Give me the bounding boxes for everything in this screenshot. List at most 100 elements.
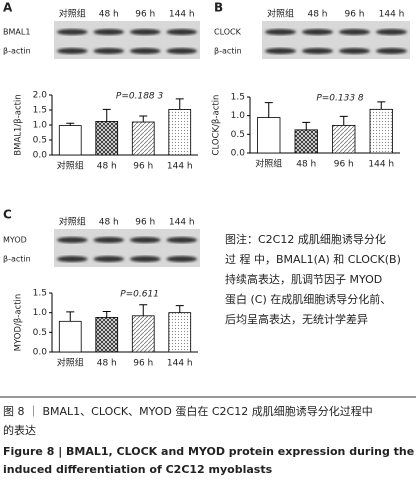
x-tick-label: 对照组 [57, 160, 84, 172]
row-label: β-actin [214, 47, 242, 56]
row-label: CLOCK [214, 28, 242, 37]
band [338, 29, 371, 35]
band [301, 29, 334, 35]
y-tick-label: 1.5 [33, 106, 47, 116]
error-bar [66, 122, 75, 126]
band [129, 237, 161, 243]
caption-en: induced differentiation of C2C12 myoblas… [3, 463, 273, 476]
band [301, 48, 334, 54]
y-tick-label: 0.0 [231, 149, 246, 159]
error-bar [175, 305, 184, 313]
bar [58, 320, 82, 353]
band [129, 256, 161, 262]
note-line: 蛋白 (C) 在成肌细胞诱导分化前、 [225, 292, 391, 306]
lane-label: 96 h [135, 218, 155, 228]
lane-label: 144 h [379, 10, 405, 20]
lane-label: 48 h [307, 10, 327, 20]
lane-label: 对照组 [59, 216, 86, 228]
caption-cn: 的表达 [3, 423, 36, 437]
lane-label: 96 h [135, 10, 155, 20]
x-tick-label: 144 h [368, 160, 394, 170]
band [56, 237, 88, 243]
lane-label: 144 h [169, 10, 195, 20]
band [129, 48, 161, 54]
y-tick-label: 1.0 [33, 308, 48, 318]
row-label: BMAL1 [3, 28, 30, 37]
band [375, 48, 408, 54]
x-tick-label: 96 h [133, 162, 153, 172]
lane-label: 48 h [99, 10, 119, 20]
p-value: P=0.611 [120, 290, 159, 300]
band [129, 29, 161, 35]
error-bar [102, 108, 111, 122]
bar [131, 315, 155, 353]
panel-letter: C [3, 208, 12, 222]
y-tick-label: 1.0 [231, 111, 246, 121]
band [93, 29, 125, 35]
y-tick-label: 2.0 [33, 91, 48, 101]
row-label: β-actin [3, 47, 31, 56]
lane-label: 144 h [169, 218, 195, 228]
note-line: 图注：C2C12 成肌细胞诱导分化 [225, 232, 386, 246]
note-line: 持续高表达，肌调节因子 MYOD [225, 272, 382, 286]
x-tick-label: 48 h [296, 160, 316, 170]
error-bar [139, 304, 148, 316]
y-axis-label: CLOCK/β-actin [212, 95, 222, 156]
band [93, 48, 125, 54]
y-tick-label: 1.5 [33, 289, 47, 299]
band [264, 48, 297, 54]
error-bar [175, 98, 184, 110]
band [56, 256, 88, 262]
y-tick-label: 0.5 [231, 130, 245, 140]
x-tick-label: 144 h [167, 162, 193, 172]
band [264, 29, 297, 35]
p-value: P=0.133 8 [316, 94, 364, 104]
bar [257, 117, 281, 154]
error-bar [139, 115, 148, 122]
lane-label: 对照组 [267, 8, 294, 20]
bar [58, 125, 82, 156]
band [166, 237, 198, 243]
y-tick-label: 1.0 [33, 121, 48, 131]
band [166, 48, 198, 54]
y-tick-label: 1.5 [231, 93, 245, 103]
panel-letter: A [3, 1, 13, 15]
bar [168, 109, 192, 156]
y-tick-label: 0.5 [33, 328, 47, 338]
y-tick-label: 0.5 [33, 136, 47, 146]
caption-cn: 图 8 ｜ BMAL1、CLOCK、MYOD 蛋白在 C2C12 成肌细胞诱导分… [3, 404, 373, 418]
band [56, 29, 88, 35]
x-tick-label: 144 h [167, 359, 193, 369]
note-line: 过 程 中，BMAL1(A) 和 CLOCK(B) [225, 253, 401, 266]
band [93, 256, 125, 262]
lane-label: 96 h [344, 10, 364, 20]
panel-letter: B [214, 1, 223, 15]
lane-label: 48 h [99, 218, 119, 228]
row-label: MYOD [3, 236, 27, 245]
band [166, 29, 198, 35]
x-tick-label: 48 h [97, 359, 117, 369]
bar [168, 312, 192, 353]
bar [131, 121, 155, 156]
p-value: P=0.188 3 [116, 92, 164, 102]
x-tick-label: 96 h [334, 160, 354, 170]
bar [369, 108, 393, 154]
caption-en: Figure 8 | BMAL1, CLOCK and MYOD protein… [3, 445, 414, 458]
lane-label: 对照组 [59, 8, 86, 20]
bar [95, 121, 119, 156]
bar [332, 124, 356, 154]
error-bar [302, 121, 311, 130]
x-tick-label: 对照组 [57, 357, 84, 369]
error-bar [66, 311, 75, 322]
error-bar [264, 102, 273, 118]
error-bar [377, 101, 386, 110]
y-axis-label: MYOD/β-actin [14, 294, 24, 352]
y-axis-label: BMAL1/β-actin [14, 94, 24, 155]
band [338, 48, 371, 54]
error-bar [339, 115, 348, 126]
band [375, 29, 408, 35]
y-tick-label: 0.0 [33, 348, 48, 358]
error-bar [102, 310, 111, 318]
row-label: β-actin [3, 255, 31, 264]
